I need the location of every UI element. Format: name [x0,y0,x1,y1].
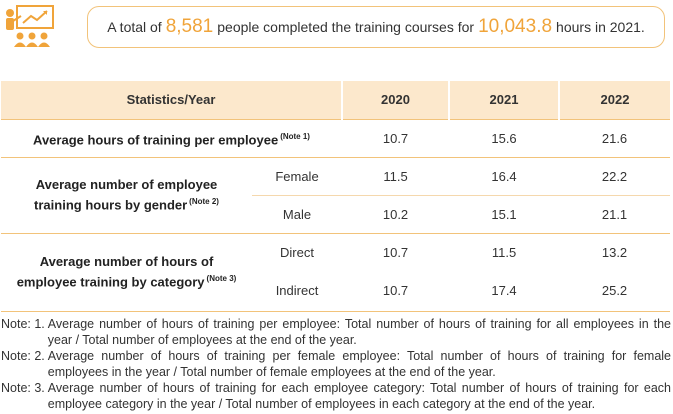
footnotes: Note: 1. Average number of hours of trai… [1,316,671,412]
footnote-prefix: Note: 2. [1,349,45,363]
gender-label-line1: Average number of employee [35,177,218,193]
table-row: Indirect 10.7 17.4 25.2 [1,271,670,309]
training-statistics-table: Statistics/Year 2020 2021 2022 Average h… [1,81,671,309]
note-ref-2: (Note 2) [189,197,219,207]
table-row: Average hours of training per employee (N… [1,118,671,157]
cell-value: 15.1 [449,194,560,233]
header-statistics-year: Statistics/Year [1,81,344,119]
cell-value: 11.5 [342,156,450,195]
cell-value: 13.2 [559,232,671,271]
cell-value: 10.2 [342,194,450,233]
note-ref-1: (Note 1) [280,131,310,141]
sub-label-male: Male [252,194,343,233]
cell-value: 25.2 [601,282,628,298]
header-year-2020: 2020 [342,81,451,119]
row-label-gender: Average number of employee training hour… [1,156,252,233]
banner-middle: people completed the training courses fo… [217,19,475,35]
row-label-average-hours: Average hours of training per employee (N… [1,118,343,157]
cell-value: 15.6 [449,118,560,157]
gender-label-line2: training hours by gender [34,197,188,213]
cell-value: 10.7 [382,282,409,298]
hours-total: 10,043.8 [478,16,553,37]
sub-label-female: Female [252,156,343,195]
banner-suffix: hours in 2021. [556,19,645,35]
cell-value: 21.6 [559,118,671,157]
note-ref-3: (Note 3) [206,273,237,283]
sub-label-direct: Direct [252,232,343,271]
footnote-text: Average number of hours of training per … [47,349,671,379]
category-label-line1: Average number of hours of [39,253,214,269]
table-bottom-border [1,311,670,312]
cell-value: 22.2 [559,156,671,195]
category-label-line2: employee training by category [16,273,205,289]
cell-value: 11.5 [449,232,560,271]
cell-value: 10.7 [342,118,450,157]
cell-value: 21.1 [559,194,671,233]
table-header-row: Statistics/Year 2020 2021 2022 [1,81,671,119]
cell-value: 10.7 [342,232,450,271]
footnote-3: Note: 3. Average number of hours of trai… [1,380,671,412]
row-label-text: Average hours of training per employee [33,132,279,148]
row-label-category: Average number of hours of employee trai… [1,232,252,309]
header-year-2022: 2022 [559,81,671,119]
cell-value: 16.4 [449,156,560,195]
footnote-text: Average number of hours of training per … [47,317,671,347]
banner-prefix: A total of [107,19,162,35]
table-row: Average number of hours of employee trai… [1,232,671,309]
header-year-2021: 2021 [449,81,561,119]
training-presentation-icon [3,4,57,48]
footnote-1: Note: 1. Average number of hours of trai… [1,316,671,348]
table-row: Male 10.2 15.1 21.1 [1,194,671,233]
sub-label-indirect: Indirect [275,282,319,298]
footnote-2: Note: 2. Average number of hours of trai… [1,348,671,380]
footnote-prefix: Note: 1. [1,317,45,331]
people-count: 8,581 [165,16,214,37]
table-row: Average number of employee training hour… [1,156,671,233]
summary-banner: A total of 8,581 people completed the tr… [87,6,665,48]
footnote-text: Average number of hours of training for … [47,381,671,411]
footnote-prefix: Note: 3. [1,381,45,395]
cell-value: 17.4 [491,282,517,298]
